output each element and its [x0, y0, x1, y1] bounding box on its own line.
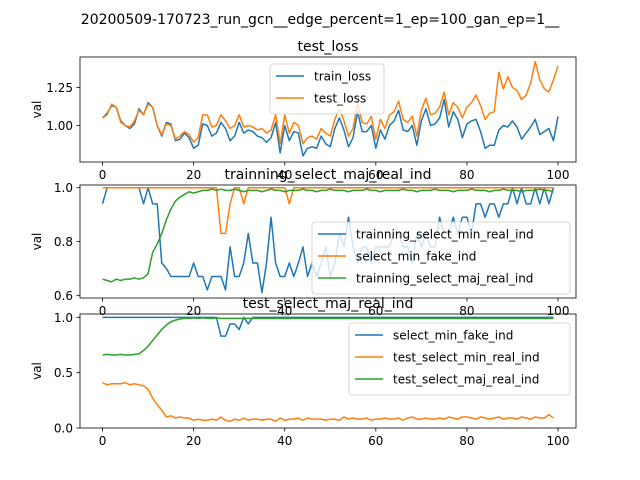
legend-label: test_select_min_real_ind — [393, 351, 540, 365]
legend-box — [348, 322, 571, 396]
legend-label: test_loss — [314, 92, 366, 106]
y-tick-label: 1.25 — [46, 81, 73, 95]
series-line-2 — [102, 381, 554, 423]
x-tick-label: 80 — [459, 304, 474, 318]
x-tick-label: 100 — [547, 168, 570, 182]
y-tick-label: 0.5 — [54, 366, 73, 380]
legend-label: trainning_select_maj_real_ind — [356, 272, 533, 286]
y-tick-label: 0.6 — [54, 289, 73, 303]
x-tick-label: 60 — [368, 168, 383, 182]
x-tick-label: 40 — [277, 168, 292, 182]
chart-3: 0 20 40 60 80 100 0.0 0.5 1.0 val select_min_fake_… — [30, 296, 577, 448]
y-tick-label: 1.0 — [54, 181, 73, 195]
series-line-1 — [102, 316, 554, 337]
y-axis-label: val — [30, 362, 44, 380]
x-tick-label: 20 — [186, 168, 201, 182]
x-tick-label: 40 — [277, 434, 292, 448]
chart-title: trainning_select_maj_real_ind — [225, 167, 432, 183]
legend-label: train_loss — [314, 70, 371, 84]
x-tick-label: 40 — [277, 304, 292, 318]
x-tick-label: 60 — [368, 434, 383, 448]
axes-frame — [79, 56, 577, 163]
y-tick-label: 0.8 — [54, 235, 73, 249]
chart-2: 0 20 40 60 80 100 0.6 0.8 1.0 val trainning_select… — [30, 167, 577, 318]
y-tick-label: 1.0 — [54, 311, 73, 325]
axes-frame — [79, 313, 577, 429]
legend-label: trainning_select_min_real_ind — [356, 228, 534, 242]
y-axis-label: val — [30, 101, 44, 119]
x-tick-label: 80 — [459, 434, 474, 448]
legend-label: select_min_fake_ind — [393, 329, 513, 343]
legend-label: select_min_fake_ind — [356, 250, 476, 264]
series-line-1 — [102, 98, 559, 157]
x-tick-label: 20 — [186, 304, 201, 318]
legend-box — [311, 221, 571, 295]
x-tick-label: 0 — [99, 168, 107, 182]
series-line-3 — [102, 317, 554, 356]
x-tick-label: 60 — [368, 304, 383, 318]
x-tick-label: 80 — [459, 168, 474, 182]
y-tick-label: 1.00 — [46, 119, 73, 133]
y-axis-label: val — [30, 233, 44, 251]
x-tick-label: 100 — [547, 304, 570, 318]
x-tick-label: 20 — [186, 434, 201, 448]
series-line-3 — [102, 188, 554, 283]
x-tick-label: 0 — [99, 304, 107, 318]
figure-title: 20200509-170723_run_gcn__edge_percent=1_… — [81, 12, 560, 28]
chart-title: test_loss — [298, 39, 359, 55]
y-tick-label: 0.0 — [54, 422, 73, 436]
x-tick-label: 0 — [99, 434, 107, 448]
chart-title: test_select_maj_real_ind — [243, 296, 414, 312]
legend-label: test_select_maj_real_ind — [393, 373, 539, 387]
charts-container: 0 20 40 60 80 1001.001.25valtrain_losstest_lo… — [30, 39, 577, 448]
x-tick-label: 100 — [547, 434, 570, 448]
series-line-2 — [102, 186, 554, 235]
series-line-2 — [102, 60, 559, 145]
